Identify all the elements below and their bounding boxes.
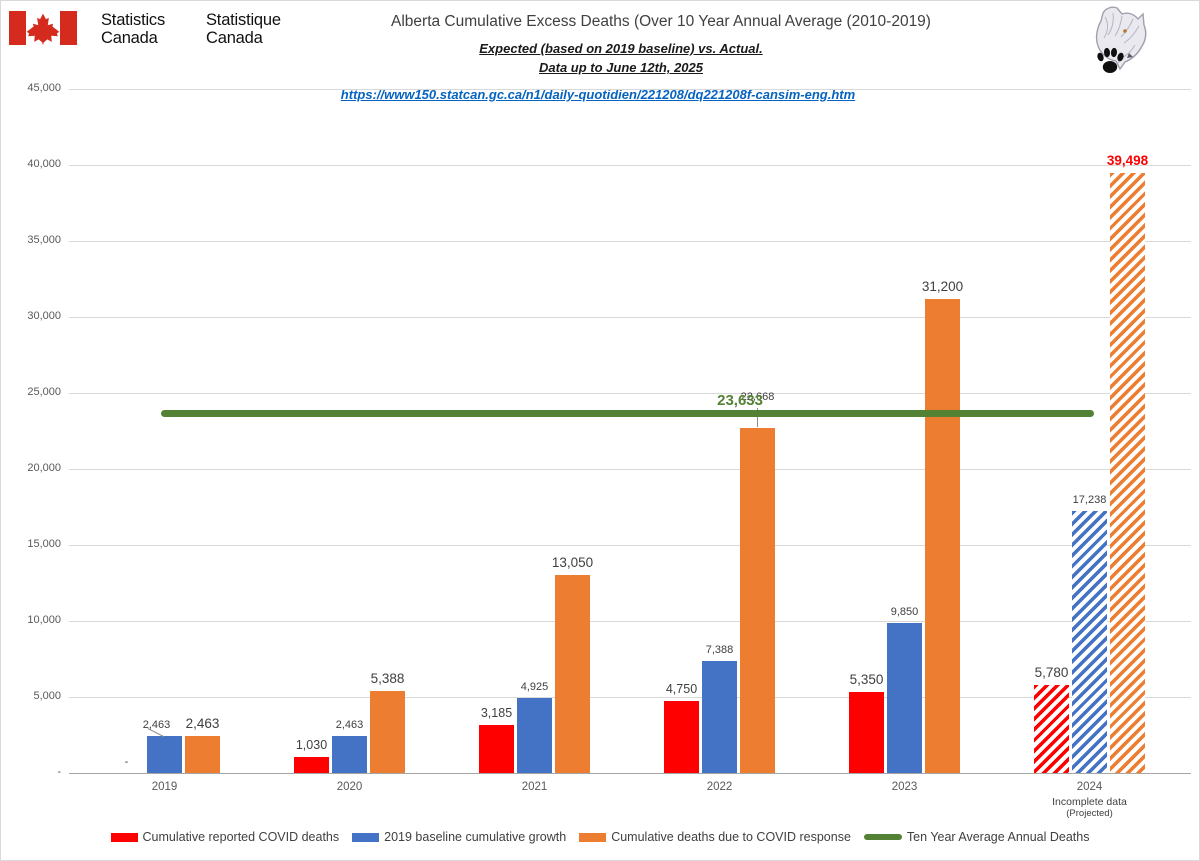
bar-2022-s0 <box>664 700 699 773</box>
y-tick-label: 15,000 <box>27 538 61 550</box>
x-category-label: 2019 <box>151 781 178 793</box>
legend-item: Cumulative deaths due to COVID response <box>579 830 851 844</box>
value-label: - <box>124 756 129 768</box>
paw-print-icon <box>1097 47 1124 73</box>
value-label: 4,925 <box>520 681 549 694</box>
legend-item: 2019 baseline cumulative growth <box>352 830 566 844</box>
value-label: 2,463 <box>185 715 220 731</box>
y-tick-label: 30,000 <box>27 310 61 322</box>
bar-2023-s0 <box>849 691 884 773</box>
y-tick-label: 20,000 <box>27 462 61 474</box>
y-tick-label: 10,000 <box>27 614 61 626</box>
value-label: 2,463 <box>142 718 171 731</box>
value-label: 2,463 <box>335 718 364 731</box>
x-category-label: 2022 <box>706 781 733 793</box>
y-gridline <box>69 696 1191 698</box>
value-label: 39,498 <box>1106 152 1149 168</box>
value-label: 7,388 <box>705 643 734 656</box>
x-category-label: 2021 <box>521 781 548 793</box>
value-label: 22,668 <box>740 391 775 404</box>
y-gridline <box>69 620 1191 622</box>
value-label: 5,388 <box>370 671 405 687</box>
legend-swatch-rect <box>352 832 380 842</box>
x-axis-line <box>69 773 1191 774</box>
value-label: 5,350 <box>849 671 884 687</box>
value-label: 13,050 <box>551 554 594 570</box>
statcan-wordmark-fr: Statistique Canada <box>206 11 281 48</box>
legend-item: Cumulative reported COVID deaths <box>110 830 340 844</box>
bar-2019-s2 <box>185 735 220 773</box>
label-leader-line <box>757 408 758 428</box>
bar-2020-s2 <box>370 691 405 773</box>
chart-legend: Cumulative reported COVID deaths 2019 bas… <box>1 830 1199 844</box>
canada-flag-icon <box>9 11 77 45</box>
bar-2021-s2 <box>555 574 590 773</box>
y-gridline <box>69 88 1191 90</box>
x-category-label: 2020 <box>336 781 363 793</box>
y-tick-label: 35,000 <box>27 234 61 246</box>
x-category-label: 2024 Incomplete data (Projected) <box>1020 781 1160 819</box>
chart-subtitle: Expected (based on 2019 baseline) vs. Ac… <box>321 41 921 79</box>
source-link-row: https://www150.statcan.gc.ca/n1/daily-qu… <box>248 87 948 102</box>
legend-item: Ten Year Average Annual Deaths <box>863 830 1090 844</box>
y-gridline <box>69 392 1191 394</box>
legend-label: Cumulative deaths due to COVID response <box>611 830 851 844</box>
legend-swatch-line <box>863 833 902 841</box>
legend-label: Cumulative reported COVID deaths <box>142 830 340 844</box>
y-gridline <box>69 316 1191 318</box>
value-label: 5,780 <box>1034 665 1069 681</box>
bar-2022-s2 <box>740 428 775 773</box>
y-tick-label: - <box>57 766 61 778</box>
y-tick-label: 45,000 <box>27 82 61 94</box>
y-tick-label: 5,000 <box>33 690 61 702</box>
y-gridline <box>69 468 1191 470</box>
y-gridline <box>69 164 1191 166</box>
reference-line-label: 23,633 <box>717 391 763 409</box>
x-category-note: Incomplete data <box>1052 796 1127 808</box>
subtitle-line-1: Expected (based on 2019 baseline) vs. Ac… <box>479 41 763 56</box>
bar-2024-s1 <box>1072 510 1107 773</box>
bar-2023-s1 <box>887 623 922 773</box>
legend-label: 2019 baseline cumulative growth <box>384 830 567 844</box>
bar-2020-s0 <box>294 757 329 773</box>
y-tick-label: 25,000 <box>27 386 61 398</box>
bar-2021-s0 <box>479 724 514 773</box>
bar-2020-s1 <box>332 735 367 773</box>
bar-2021-s1 <box>517 698 552 773</box>
bar-2019-s1 <box>147 735 182 773</box>
legend-label: Ten Year Average Annual Deaths <box>906 830 1090 844</box>
source-link[interactable]: https://www150.statcan.gc.ca/n1/daily-qu… <box>340 87 856 102</box>
bar-2024-s0 <box>1034 685 1069 773</box>
y-gridline <box>69 544 1191 546</box>
bar-2024-s2 <box>1110 172 1145 773</box>
value-label: 31,200 <box>921 278 964 294</box>
legend-swatch-rect <box>579 832 607 842</box>
bar-2022-s1 <box>702 660 737 773</box>
value-label: 17,238 <box>1072 493 1107 506</box>
wolf-logo-image <box>1095 6 1147 73</box>
x-category-note: (Projected) <box>1066 808 1113 819</box>
value-label: 1,030 <box>295 738 328 753</box>
chart-title: Alberta Cumulative Excess Deaths (Over 1… <box>391 13 931 30</box>
value-label: 9,850 <box>890 606 919 619</box>
x-category-label: 2023 <box>891 781 918 793</box>
bar-2023-s2 <box>925 298 960 773</box>
y-gridline <box>69 240 1191 242</box>
legend-swatch-rect <box>110 832 138 842</box>
value-label: 4,750 <box>665 681 698 696</box>
statcan-wordmark-en: Statistics Canada <box>101 11 166 48</box>
subtitle-line-2: Data up to June 12th, 2025 <box>539 60 703 75</box>
value-label: 3,185 <box>480 705 513 720</box>
y-tick-label: 40,000 <box>27 158 61 170</box>
reference-line <box>161 410 1094 418</box>
